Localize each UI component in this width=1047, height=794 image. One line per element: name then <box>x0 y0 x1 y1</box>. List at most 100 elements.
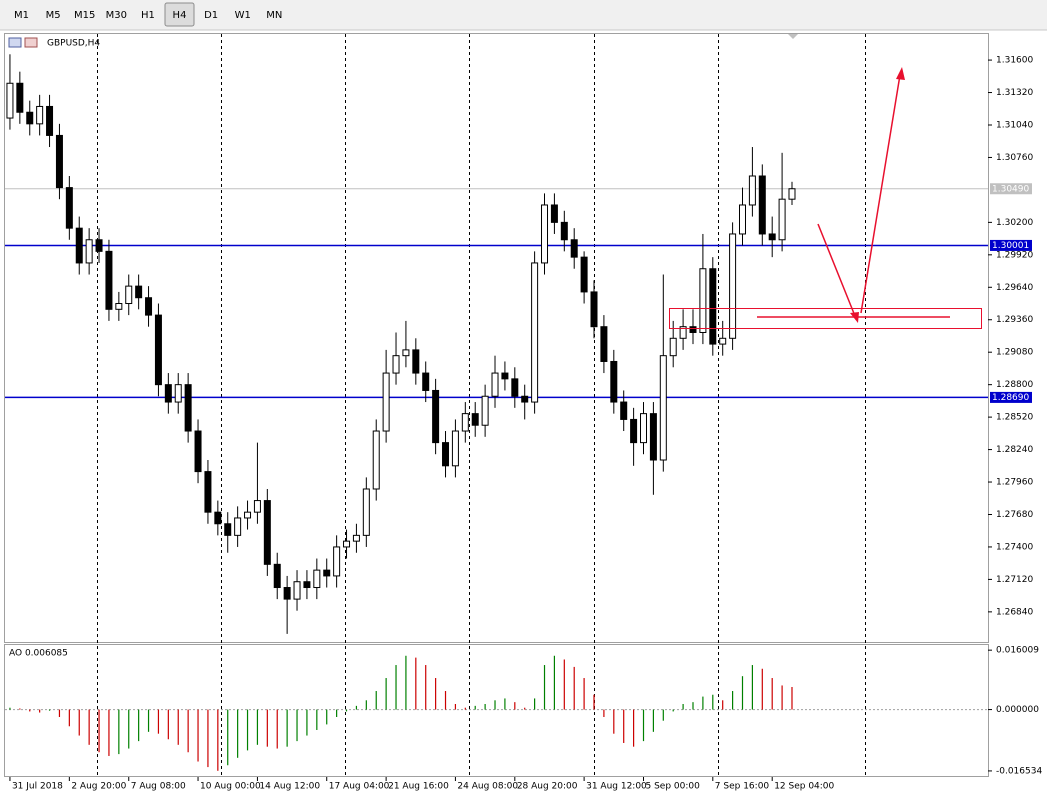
y-tick-label: 1.29360 <box>996 315 1033 325</box>
button-label[interactable]: D1 <box>204 10 218 21</box>
candle-body <box>6 82 14 119</box>
arrow-head <box>896 67 905 80</box>
x-tick-label: 31 Jul 2018 <box>12 782 63 792</box>
button-label[interactable]: H4 <box>173 10 187 21</box>
button-label[interactable]: W1 <box>235 10 251 21</box>
candle-body <box>481 395 489 426</box>
candle-body <box>461 413 469 432</box>
button-label[interactable]: M15 <box>74 10 95 21</box>
candle-body <box>313 569 321 589</box>
indicator-window <box>4 644 989 777</box>
candle-body <box>738 204 746 235</box>
candle-body <box>471 413 479 426</box>
candle-body <box>382 372 390 432</box>
y-tick-label: 1.27680 <box>996 510 1033 520</box>
candle-body <box>600 326 608 362</box>
x-tick-label: 28 Aug 20:00 <box>517 782 578 792</box>
timeframe-button[interactable]: W1 <box>235 10 251 21</box>
candle-body <box>501 372 509 380</box>
y-tick-label: 1.29080 <box>996 348 1033 358</box>
x-tick-label: 17 Aug 04:00 <box>329 782 390 792</box>
symbol-icon <box>24 37 38 48</box>
down-arrow <box>817 223 856 317</box>
candle-body <box>26 111 34 125</box>
candle-body <box>85 239 93 264</box>
x-tick-label: 14 Aug 12:00 <box>259 782 320 792</box>
y-tick-label: 1.31600 <box>996 56 1033 66</box>
level-line-tag <box>990 239 1032 251</box>
candle-body <box>303 581 311 589</box>
x-tick-label: 31 Aug 12:00 <box>586 782 647 792</box>
x-tick-label: 7 Aug 08:00 <box>131 782 186 792</box>
candle-body <box>679 326 687 339</box>
candle-body <box>669 337 677 357</box>
candle-body <box>36 105 44 125</box>
candle-body <box>164 384 172 403</box>
level-line-label: 1.30001 <box>992 241 1029 251</box>
candle-body <box>412 349 420 374</box>
candle-body <box>204 471 212 513</box>
zone-box <box>669 308 982 329</box>
candle-body <box>451 430 459 467</box>
timeframe-button[interactable]: H4 <box>164 2 195 27</box>
candle-body <box>432 389 440 444</box>
candle-body <box>65 187 73 229</box>
button-label[interactable]: M5 <box>46 10 61 21</box>
candle-body <box>422 372 430 391</box>
x-tick-label: 7 Sep 16:00 <box>715 782 770 792</box>
button-label[interactable]: MN <box>266 10 282 21</box>
candle-body <box>719 337 727 345</box>
timeframe-button[interactable]: M5 <box>46 10 61 21</box>
x-tick-label: 5 Sep 00:00 <box>646 782 701 792</box>
candle-body <box>729 233 737 339</box>
candle-body <box>442 442 450 467</box>
candle-body <box>699 268 707 333</box>
timeframe-button[interactable]: D1 <box>204 10 218 21</box>
x-tick-label: 10 Aug 00:00 <box>200 782 261 792</box>
button-label[interactable]: M30 <box>106 10 127 21</box>
timeframe-button[interactable]: M1 <box>14 10 29 21</box>
candle-body <box>768 233 776 241</box>
candle-body <box>343 540 351 548</box>
arrow-head <box>850 312 859 323</box>
candle-body <box>659 355 667 461</box>
candle-body <box>649 413 657 461</box>
y-tick-label: 1.30760 <box>996 153 1033 163</box>
candle-body <box>778 198 786 241</box>
bid-line-tag <box>990 183 1032 195</box>
timeframe-button[interactable]: M15 <box>74 10 95 21</box>
up-arrow <box>860 74 901 314</box>
candle-body <box>46 105 54 136</box>
candle-body <box>560 221 568 241</box>
candle-body <box>283 587 291 600</box>
ao-y-tick-label: 0.000000 <box>996 705 1039 715</box>
button-label[interactable]: M1 <box>14 10 29 21</box>
y-tick-label: 1.27120 <box>996 575 1033 585</box>
button-label[interactable]: H1 <box>141 10 155 21</box>
candle-body <box>640 413 648 444</box>
candle-body <box>244 511 252 519</box>
indicator-label: AO 0.006085 <box>9 649 68 659</box>
candle-body <box>689 326 697 333</box>
candle-body <box>333 546 341 577</box>
timeframe-button[interactable]: MN <box>266 10 282 21</box>
candle-body <box>154 314 162 386</box>
candle-body <box>224 523 232 536</box>
candle-body <box>253 500 261 513</box>
y-tick-label: 1.28240 <box>996 445 1033 455</box>
active-button-bg <box>164 2 195 27</box>
candle-body <box>105 250 113 310</box>
candle-body <box>273 563 281 589</box>
y-tick-label: 1.28800 <box>996 380 1033 390</box>
timeframe-button[interactable]: M30 <box>106 10 127 21</box>
timeframe-button[interactable]: H1 <box>141 10 155 21</box>
x-tick-label: 24 Aug 08:00 <box>457 782 518 792</box>
y-tick-label: 1.31040 <box>996 120 1033 130</box>
candle-body <box>491 372 499 397</box>
candle-body <box>758 175 766 235</box>
x-tick-label: 12 Sep 04:00 <box>774 782 834 792</box>
candle-body <box>372 430 380 490</box>
candle-body <box>748 175 756 206</box>
symbol-icon <box>8 37 22 48</box>
